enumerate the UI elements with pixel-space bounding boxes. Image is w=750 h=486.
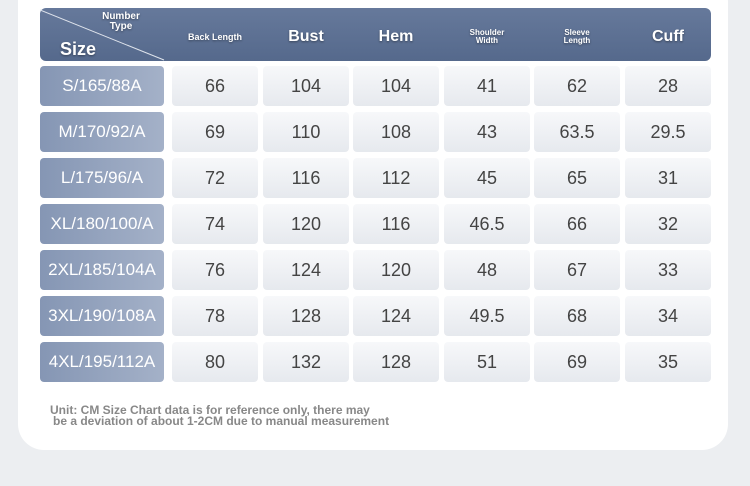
value-cell: 48 bbox=[444, 250, 530, 290]
value-cell: 32 bbox=[625, 204, 711, 244]
value-cell: 41 bbox=[444, 66, 530, 106]
value-cell: 49.5 bbox=[444, 296, 530, 336]
value-cell: 72 bbox=[172, 158, 258, 198]
value-cell: 124 bbox=[263, 250, 349, 290]
value-cell: 128 bbox=[353, 342, 439, 382]
size-label: XL/180/100/A bbox=[40, 204, 164, 244]
value-cell: 68 bbox=[534, 296, 620, 336]
column-header: Sleeve Length bbox=[563, 28, 591, 45]
value-cell: 34 bbox=[625, 296, 711, 336]
value-cell: 46.5 bbox=[444, 204, 530, 244]
value-cell: 33 bbox=[625, 250, 711, 290]
value-cell: 66 bbox=[172, 66, 258, 106]
value-cell: 132 bbox=[263, 342, 349, 382]
value-cell: 66 bbox=[534, 204, 620, 244]
column-header: Hem bbox=[378, 28, 414, 45]
value-cell: 31 bbox=[625, 158, 711, 198]
value-cell: 67 bbox=[534, 250, 620, 290]
column-header: Cuff bbox=[652, 28, 684, 45]
column-header: Shoulder Width bbox=[469, 28, 505, 45]
value-cell: 116 bbox=[263, 158, 349, 198]
value-cell: 76 bbox=[172, 250, 258, 290]
value-cell: 108 bbox=[353, 112, 439, 152]
value-cell: 128 bbox=[263, 296, 349, 336]
note-line: be a deviation of about 1-2CM due to man… bbox=[53, 414, 390, 428]
value-cell: 124 bbox=[353, 296, 439, 336]
value-cell: 69 bbox=[534, 342, 620, 382]
value-cell: 62 bbox=[534, 66, 620, 106]
diagonal bbox=[40, 9, 165, 61]
value-cell: 104 bbox=[263, 66, 349, 106]
value-cell: 43 bbox=[444, 112, 530, 152]
value-cell: 120 bbox=[353, 250, 439, 290]
value-cell: 35 bbox=[625, 342, 711, 382]
value-cell: 116 bbox=[353, 204, 439, 244]
value-cell: 120 bbox=[263, 204, 349, 244]
size-label: 3XL/190/108A bbox=[40, 296, 164, 336]
value-cell: 69 bbox=[172, 112, 258, 152]
value-cell: 51 bbox=[444, 342, 530, 382]
size-label: 4XL/195/112A bbox=[40, 342, 164, 382]
value-cell: 78 bbox=[172, 296, 258, 336]
size-label: S/165/88A bbox=[40, 66, 164, 106]
note-line: Unit: CM Size Chart data is for referenc… bbox=[50, 403, 370, 417]
value-cell: 74 bbox=[172, 204, 258, 244]
value-cell: 104 bbox=[353, 66, 439, 106]
header-bar: Number Type Size bbox=[40, 8, 711, 61]
value-cell: 80 bbox=[172, 342, 258, 382]
value-cell: 28 bbox=[625, 66, 711, 106]
value-cell: 29.5 bbox=[625, 112, 711, 152]
value-cell: 65 bbox=[534, 158, 620, 198]
column-header: Back Length bbox=[187, 31, 242, 42]
value-cell: 45 bbox=[444, 158, 530, 198]
column-header: Bust bbox=[288, 28, 324, 45]
corner-bottom: Size bbox=[59, 39, 97, 59]
size-label: M/170/92/A bbox=[40, 112, 164, 152]
value-cell: 110 bbox=[263, 112, 349, 152]
size-label: 2XL/185/104A bbox=[40, 250, 164, 290]
value-cell: 112 bbox=[353, 158, 439, 198]
size-label: L/175/96/A bbox=[40, 158, 164, 198]
value-cell: 63.5 bbox=[534, 112, 620, 152]
corner-top: Number Type bbox=[102, 11, 140, 32]
